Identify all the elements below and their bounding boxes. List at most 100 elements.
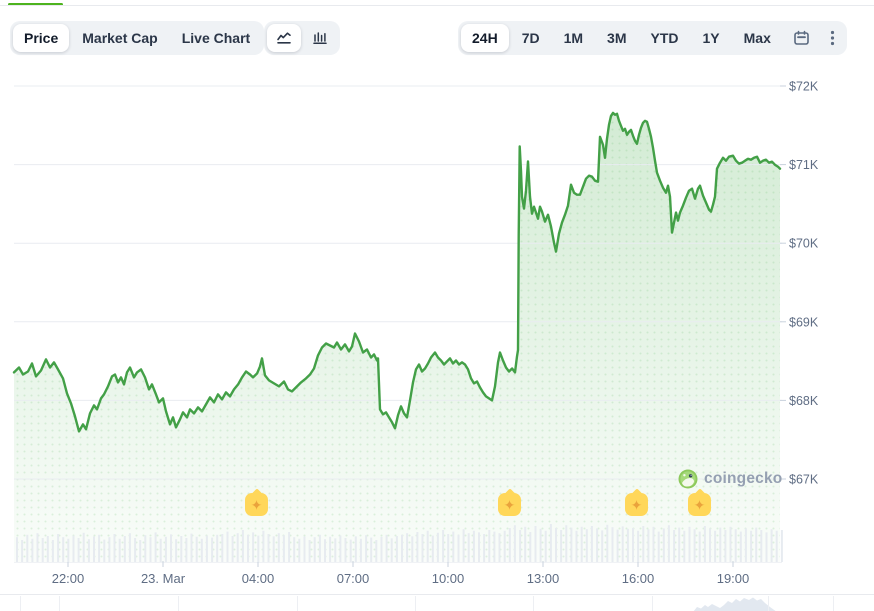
volume-bar	[149, 537, 152, 562]
volume-bar	[632, 528, 634, 562]
line-chart-button[interactable]	[267, 24, 301, 52]
volume-bar	[395, 536, 398, 562]
volume-bar	[226, 531, 229, 562]
tab-live-chart[interactable]: Live Chart	[171, 24, 261, 52]
volume-bar	[544, 530, 547, 562]
x-axis-label: 23. Mar	[141, 571, 186, 586]
volume-bar	[714, 530, 717, 562]
range-ytd[interactable]: YTD	[640, 24, 690, 52]
x-axis-label: 07:00	[337, 571, 370, 586]
watermark-text: coingecko	[704, 470, 783, 487]
range-1m[interactable]: 1M	[553, 24, 594, 52]
volume-bar	[570, 527, 573, 562]
volume-bar	[442, 530, 445, 562]
event-sparkle-badge[interactable]: ✦	[688, 493, 711, 516]
volume-bar	[678, 527, 681, 562]
volume-bar	[698, 531, 701, 562]
table-cell-divider	[533, 596, 534, 611]
volume-bar	[693, 529, 696, 562]
volume-bar	[134, 538, 137, 562]
range-24h[interactable]: 24H	[461, 24, 509, 52]
volume-bar	[585, 529, 588, 562]
range-1y[interactable]: 1Y	[692, 24, 731, 52]
table-cell-divider	[297, 596, 298, 611]
table-cell-divider	[20, 596, 21, 611]
volume-bar	[611, 527, 614, 562]
x-axis-label: 10:00	[432, 571, 465, 586]
volume-bar	[93, 536, 95, 562]
volume-bar	[652, 526, 655, 562]
volume-bar	[426, 530, 429, 562]
volume-bar	[498, 533, 501, 562]
volume-bar	[483, 534, 486, 562]
volume-bar	[626, 528, 629, 562]
volume-bar	[529, 532, 532, 562]
volume-bar	[688, 526, 691, 562]
volume-bar	[277, 533, 280, 562]
calendar-button[interactable]	[784, 24, 819, 52]
kebab-menu-button[interactable]	[821, 24, 844, 52]
event-sparkle-badge[interactable]: ✦	[498, 493, 521, 516]
range-7d[interactable]: 7D	[511, 24, 551, 52]
volume-bar	[113, 534, 116, 562]
volume-bar	[159, 538, 162, 562]
volume-bar	[344, 538, 347, 562]
volume-bar	[370, 537, 373, 562]
volume-bar	[709, 528, 711, 562]
volume-bar	[62, 537, 65, 562]
tab-bar-divider	[0, 5, 874, 6]
volume-bar	[252, 532, 255, 562]
y-axis-label: $67K	[789, 473, 819, 487]
volume-bar	[216, 534, 219, 562]
volume-bar	[750, 530, 753, 562]
calendar-icon	[793, 30, 810, 46]
volume-bar	[729, 526, 732, 562]
volume-bar	[770, 529, 773, 562]
volume-bar	[51, 540, 54, 562]
volume-bar	[67, 538, 70, 562]
volume-bar	[57, 534, 60, 562]
volume-bar	[462, 529, 465, 562]
bar-chart-icon	[312, 31, 328, 45]
range-max[interactable]: Max	[733, 24, 782, 52]
y-axis-label: $72K	[789, 80, 819, 94]
bar-chart-button[interactable]	[303, 24, 337, 52]
volume-bar	[293, 537, 296, 562]
sparkle-icon: ✦	[503, 496, 516, 513]
coingecko-gecko-icon	[678, 469, 698, 489]
volume-bar	[324, 539, 326, 562]
event-sparkle-badge[interactable]: ✦	[245, 493, 268, 516]
volume-bar	[329, 536, 332, 562]
volume-bar	[298, 538, 301, 562]
kebab-menu-icon	[830, 30, 835, 46]
volume-bar	[508, 528, 511, 562]
volume-bar	[241, 530, 244, 562]
event-sparkle-badge[interactable]: ✦	[625, 493, 648, 516]
volume-bar	[190, 533, 193, 562]
active-tab-indicator	[8, 3, 63, 6]
volume-bars	[16, 524, 783, 562]
volume-bar	[272, 536, 275, 562]
time-range-group: 24H 7D 1M 3M YTD 1Y Max	[458, 21, 847, 55]
table-cell-divider	[415, 596, 416, 611]
volume-bar	[72, 535, 75, 562]
volume-bar	[170, 534, 172, 562]
coingecko-watermark: coingecko	[678, 469, 782, 489]
volume-bar	[108, 537, 111, 562]
line-chart-icon	[276, 31, 292, 45]
volume-bar	[31, 538, 34, 562]
table-cell-divider	[59, 596, 60, 611]
tab-price[interactable]: Price	[13, 24, 70, 52]
y-axis-label: $70K	[789, 237, 819, 251]
tab-market-cap[interactable]: Market Cap	[71, 24, 168, 52]
volume-bar	[513, 525, 516, 562]
range-3m[interactable]: 3M	[596, 24, 637, 52]
volume-bar	[575, 530, 578, 562]
volume-bar	[359, 538, 362, 562]
y-axis-label: $71K	[789, 158, 819, 172]
table-cell-divider	[652, 596, 653, 611]
volume-bar	[431, 535, 434, 562]
volume-bar	[375, 540, 378, 562]
